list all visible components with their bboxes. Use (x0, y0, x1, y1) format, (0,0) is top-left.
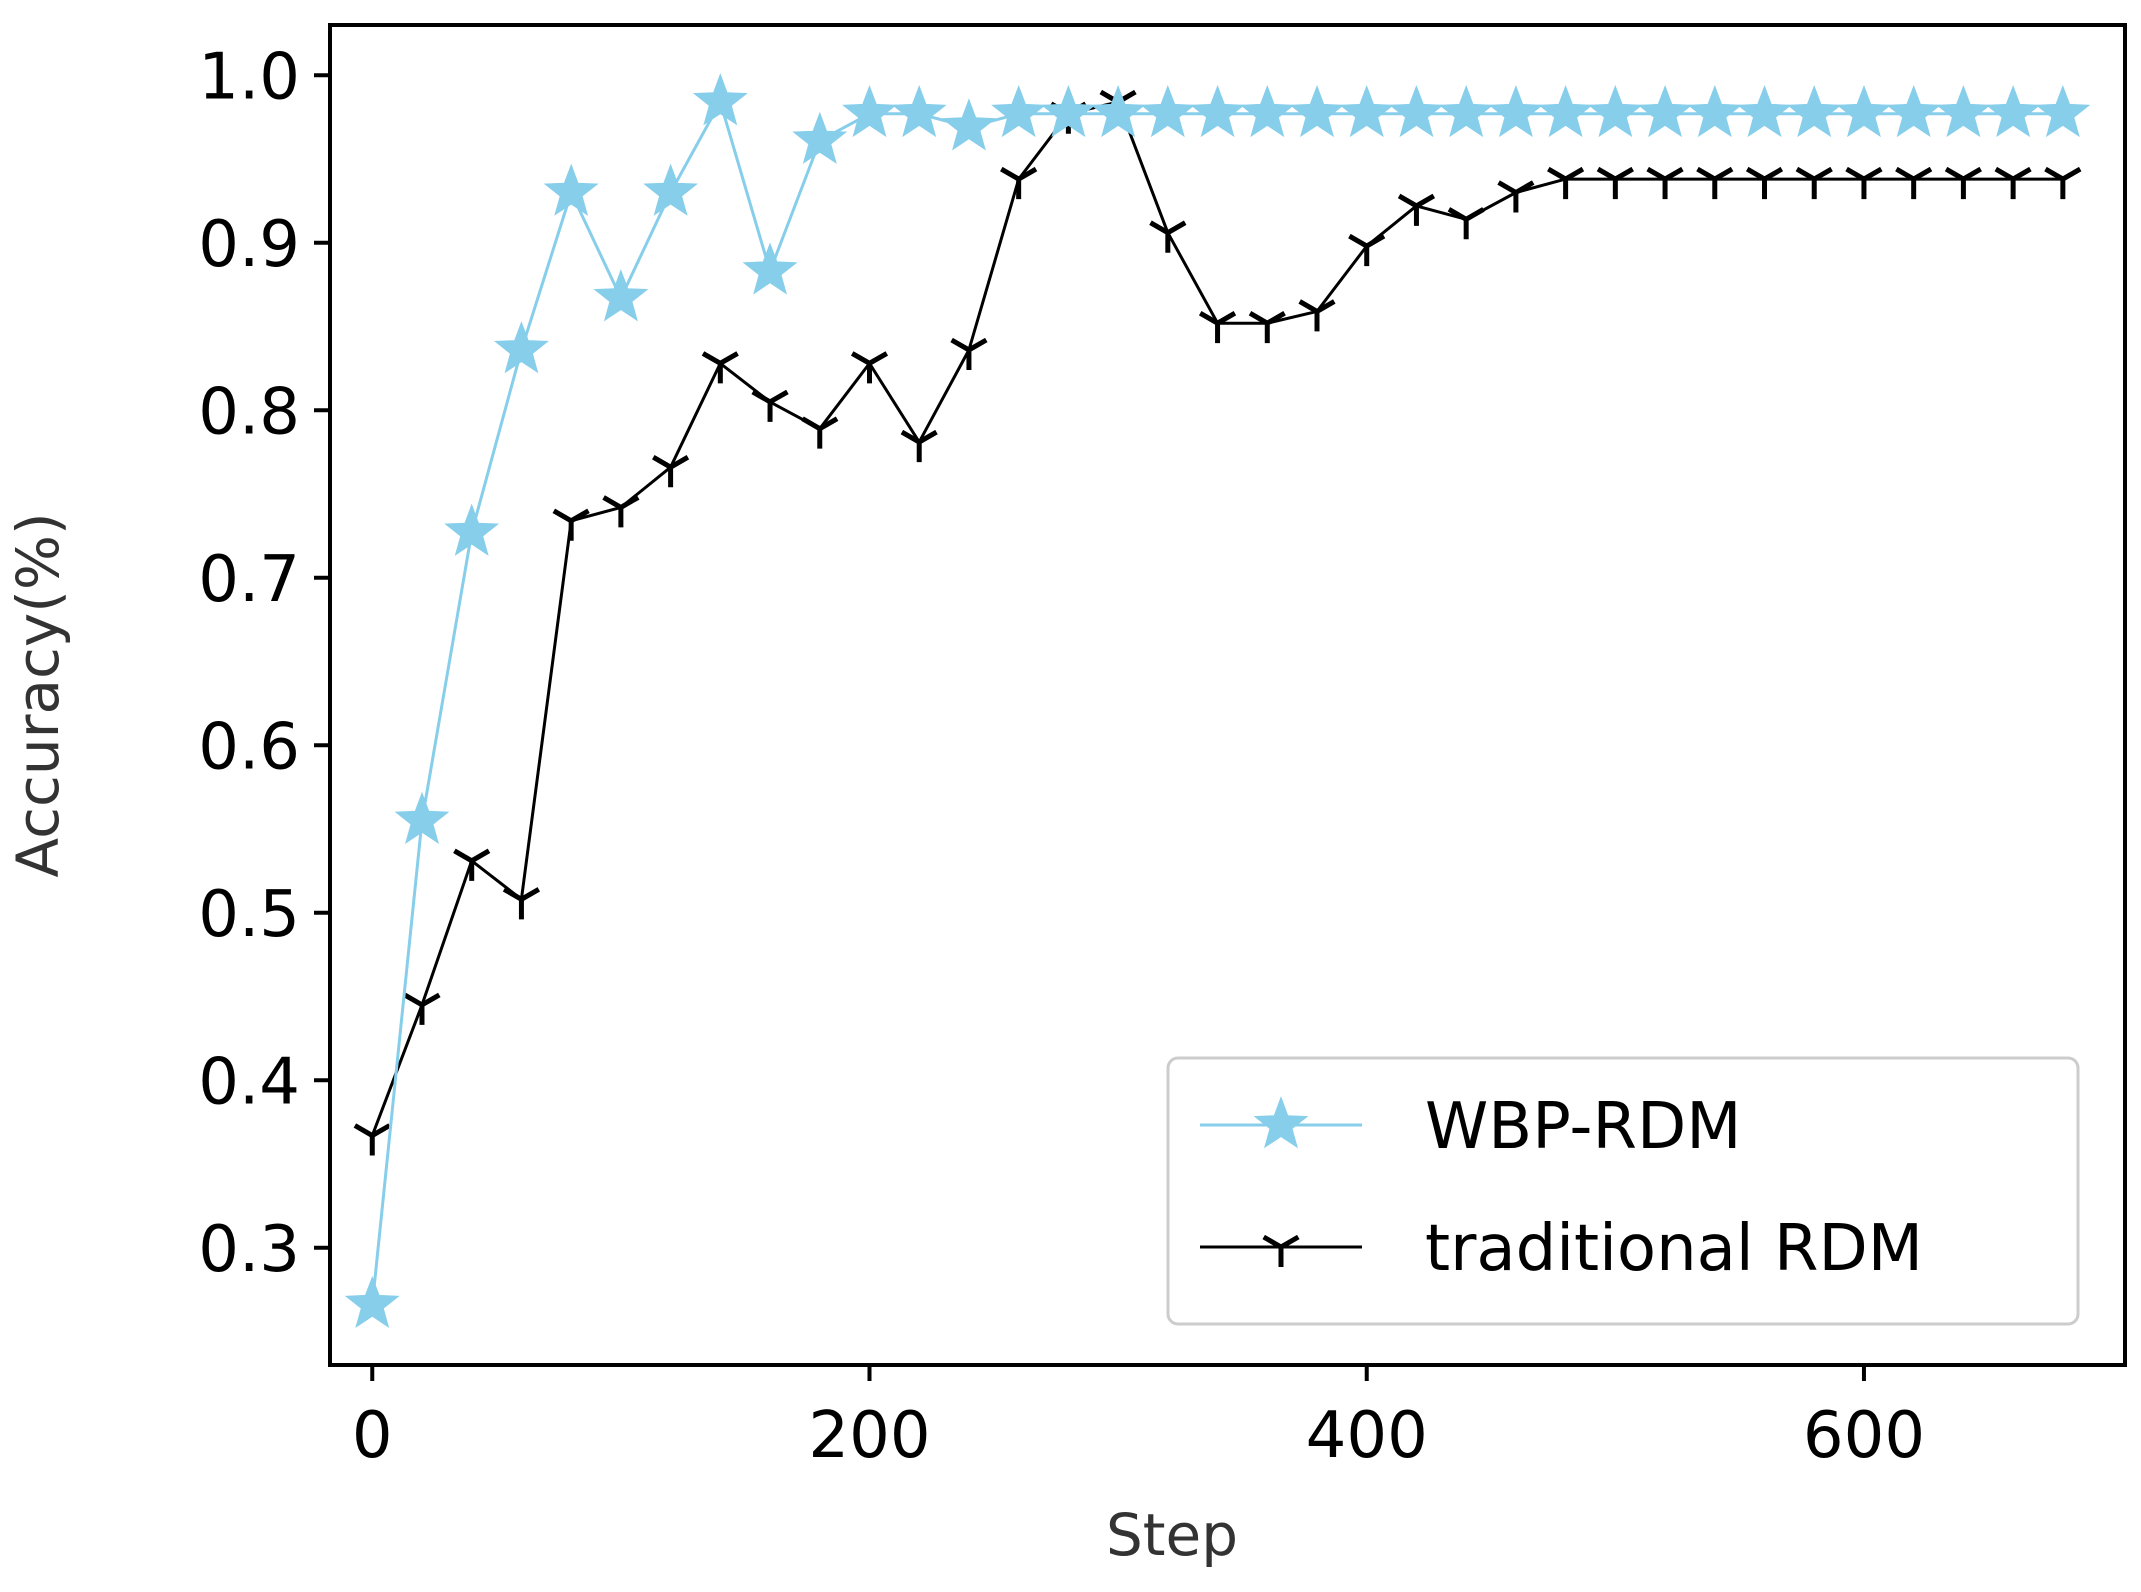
data-point-wbp-rdm (543, 163, 599, 216)
y-tick-label: 0.8 (198, 375, 300, 449)
series-traditional-rdm (353, 89, 2082, 1156)
data-point-wbp-rdm (1538, 84, 1594, 138)
x-tick-label: 600 (1803, 1399, 1925, 1473)
x-axis-label: Step (1106, 1501, 1238, 1569)
data-point-wbp-rdm (1886, 84, 1942, 138)
data-point-wbp-rdm (444, 503, 500, 556)
data-point-traditional-rdm (1795, 166, 1833, 200)
legend: WBP-RDM traditional RDM (1166, 1056, 2080, 1326)
data-point-wbp-rdm (1190, 84, 1246, 138)
data-point-wbp-rdm (1737, 84, 1792, 138)
data-point-wbp-rdm (1438, 84, 1494, 138)
data-point-traditional-rdm (1895, 166, 1933, 200)
data-point-wbp-rdm (1140, 84, 1196, 138)
data-point-wbp-rdm (1239, 84, 1295, 138)
data-point-traditional-rdm (1348, 233, 1386, 267)
data-point-traditional-rdm (1248, 311, 1286, 344)
data-point-wbp-rdm (1587, 84, 1643, 138)
legend-label-traditional-rdm: traditional RDM (1425, 1212, 1923, 1286)
data-point-traditional-rdm (403, 992, 441, 1025)
data-point-traditional-rdm (1497, 180, 1535, 213)
data-point-traditional-rdm (552, 508, 590, 541)
data-point-traditional-rdm (1547, 166, 1585, 200)
y-tick-label: 0.7 (198, 543, 300, 617)
legend-marker-traditional-rdm (1262, 1234, 1300, 1267)
data-point-wbp-rdm (1836, 84, 1892, 138)
data-point-traditional-rdm (1646, 166, 1684, 200)
data-point-wbp-rdm (1985, 84, 2041, 138)
data-point-wbp-rdm (792, 111, 848, 164)
data-point-wbp-rdm (1388, 84, 1444, 138)
y-tick-label: 0.9 (198, 208, 300, 282)
data-point-traditional-rdm (1745, 166, 1784, 200)
data-point-wbp-rdm (1339, 84, 1395, 138)
data-point-traditional-rdm (1696, 166, 1734, 200)
data-point-wbp-rdm (643, 163, 699, 216)
data-point-traditional-rdm (353, 1123, 391, 1156)
data-point-traditional-rdm (1000, 166, 1038, 200)
data-point-traditional-rdm (1149, 220, 1187, 253)
data-point-traditional-rdm (1447, 207, 1485, 240)
data-point-wbp-rdm (692, 73, 748, 126)
data-point-traditional-rdm (602, 495, 640, 528)
data-point-wbp-rdm (891, 84, 947, 138)
data-point-wbp-rdm (1637, 84, 1693, 138)
data-point-traditional-rdm (1994, 166, 2032, 200)
data-point-wbp-rdm (842, 84, 897, 138)
data-point-wbp-rdm (1786, 84, 1842, 138)
legend-box (1166, 1056, 2080, 1326)
x-tick-label: 200 (808, 1399, 930, 1473)
axes-frame (328, 23, 2127, 1367)
legend-label-wbp-rdm: WBP-RDM (1425, 1090, 1741, 1164)
data-point-traditional-rdm (701, 351, 739, 384)
plot-area (344, 73, 2091, 1329)
data-point-traditional-rdm (900, 429, 938, 463)
data-point-wbp-rdm (991, 84, 1047, 138)
legend-star-marker (1253, 1096, 1309, 1149)
data-point-wbp-rdm (742, 242, 798, 295)
data-point-traditional-rdm (1596, 166, 1634, 200)
data-point-traditional-rdm (652, 455, 690, 488)
y-tick-label: 0.3 (198, 1213, 300, 1287)
data-point-traditional-rdm (1198, 311, 1237, 344)
data-point-traditional-rdm (751, 389, 789, 422)
y-tick-label: 1.0 (198, 40, 300, 114)
data-point-wbp-rdm (493, 321, 549, 374)
data-point-wbp-rdm (1090, 84, 1146, 138)
y-tick-label: 0.5 (198, 878, 300, 952)
data-point-wbp-rdm (1488, 84, 1544, 138)
data-point-wbp-rdm (344, 1275, 400, 1329)
data-point-traditional-rdm (850, 351, 889, 384)
data-point-wbp-rdm (941, 98, 997, 151)
data-point-wbp-rdm (1687, 84, 1743, 138)
data-point-traditional-rdm (453, 848, 491, 881)
y-axis-label: Accuracy(%) (4, 512, 72, 877)
y-tick-label: 0.4 (198, 1045, 300, 1119)
data-point-traditional-rdm (1845, 166, 1883, 200)
data-point-wbp-rdm (1040, 84, 1096, 138)
x-axis: 0 200 400 600 (352, 1365, 1925, 1473)
data-point-wbp-rdm (593, 269, 649, 322)
data-point-traditional-rdm (1944, 166, 1982, 200)
x-tick-label: 0 (352, 1399, 393, 1473)
data-point-wbp-rdm (2035, 84, 2091, 138)
x-tick-label: 400 (1306, 1399, 1428, 1473)
data-point-traditional-rdm (1298, 299, 1336, 332)
data-point-wbp-rdm (394, 791, 450, 845)
data-point-traditional-rdm (950, 337, 988, 370)
y-axis: 0.3 0.4 0.5 0.6 0.7 0.8 0.9 1.0 (198, 40, 330, 1287)
data-point-wbp-rdm (1935, 84, 1991, 138)
legend-tri-marker (1262, 1234, 1300, 1267)
data-point-wbp-rdm (1289, 84, 1345, 138)
data-point-traditional-rdm (2044, 166, 2082, 200)
data-point-traditional-rdm (801, 416, 839, 449)
y-tick-label: 0.6 (198, 710, 300, 784)
legend-marker-wbp-rdm (1253, 1096, 1309, 1149)
data-point-traditional-rdm (1397, 193, 1436, 226)
data-point-traditional-rdm (502, 887, 541, 920)
series-wbp-rdm (344, 73, 2091, 1329)
